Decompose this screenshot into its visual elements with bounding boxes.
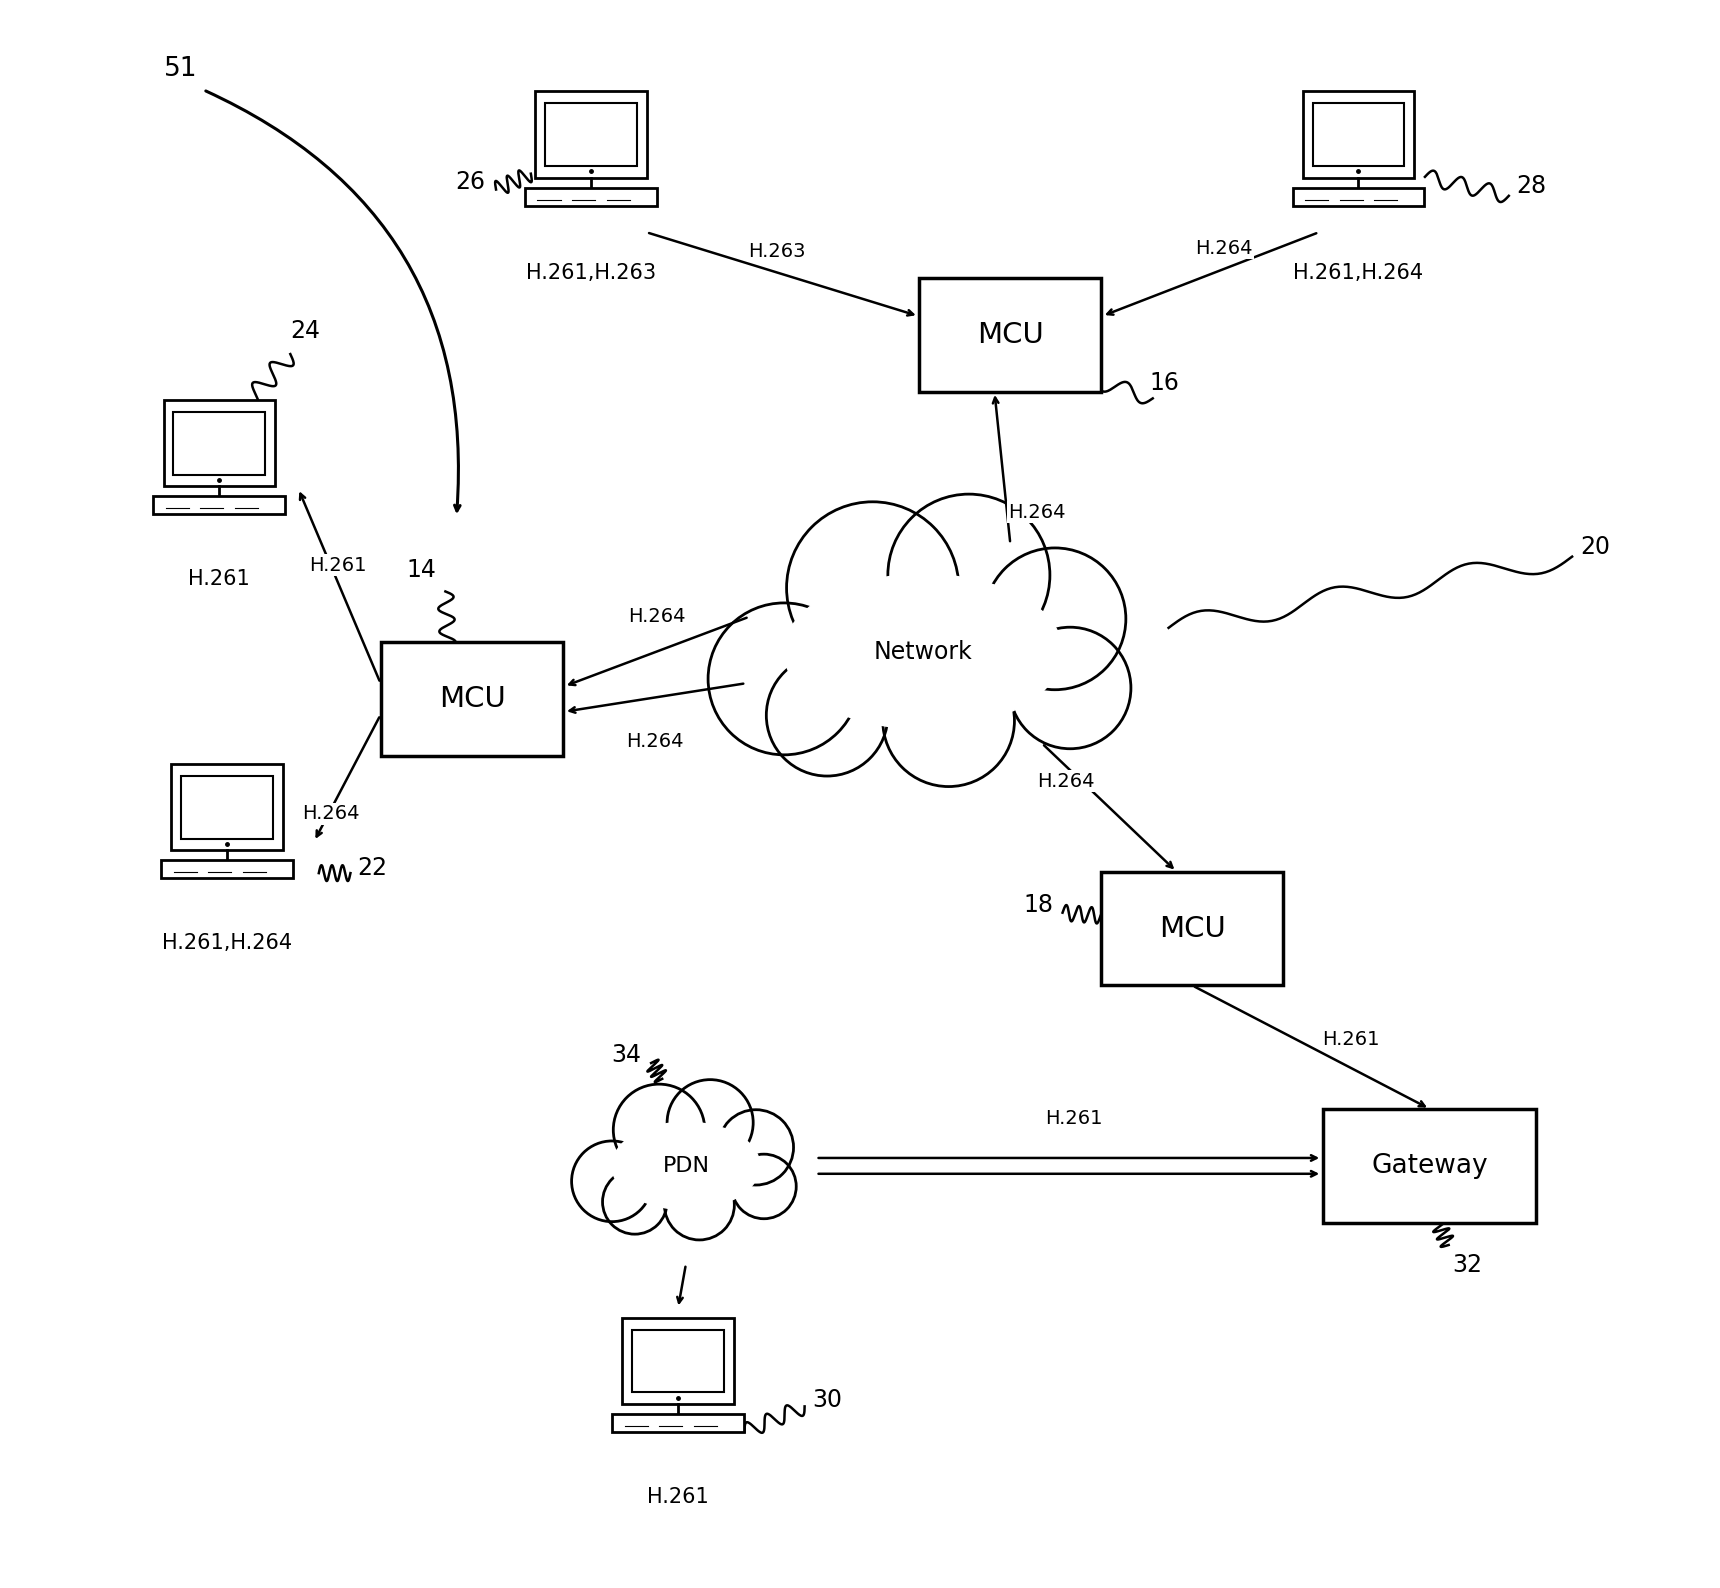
Text: 28: 28 [1517,175,1546,198]
FancyBboxPatch shape [920,278,1101,392]
Circle shape [667,1080,753,1166]
Text: 30: 30 [812,1388,843,1412]
Text: 24: 24 [291,319,320,343]
Text: H.261,H.264: H.261,H.264 [162,932,292,953]
FancyBboxPatch shape [525,187,657,206]
Text: 51: 51 [163,56,198,83]
Text: H.261: H.261 [647,1486,709,1507]
FancyBboxPatch shape [633,1329,724,1393]
FancyBboxPatch shape [382,642,562,756]
Text: H.264: H.264 [1037,772,1094,791]
Text: MCU: MCU [977,321,1044,349]
Circle shape [786,502,958,673]
Circle shape [888,494,1049,656]
FancyBboxPatch shape [172,764,282,851]
Text: H.261: H.261 [187,569,249,589]
Ellipse shape [612,1123,760,1210]
FancyBboxPatch shape [1101,872,1283,986]
Text: H.264: H.264 [1195,238,1252,257]
Circle shape [571,1140,652,1221]
FancyBboxPatch shape [174,411,265,475]
Ellipse shape [599,1107,774,1224]
Text: H.261: H.261 [1321,1029,1379,1048]
Text: H.264: H.264 [628,607,685,626]
Circle shape [1010,627,1132,750]
FancyBboxPatch shape [181,777,273,838]
Text: H.261,H.263: H.261,H.263 [526,262,655,283]
FancyBboxPatch shape [153,497,286,515]
Ellipse shape [784,575,1063,729]
FancyBboxPatch shape [1312,103,1404,167]
Text: H.261: H.261 [1044,1108,1103,1127]
Text: 14: 14 [406,557,435,581]
Circle shape [709,603,860,754]
Text: H.264: H.264 [1008,503,1066,522]
Text: Network: Network [874,640,974,664]
Ellipse shape [759,546,1087,756]
Text: 22: 22 [356,856,387,880]
Text: MCU: MCU [1159,915,1226,943]
Circle shape [602,1170,667,1234]
FancyBboxPatch shape [163,400,275,486]
Text: Gateway: Gateway [1371,1153,1488,1178]
Circle shape [882,654,1015,786]
FancyBboxPatch shape [1304,92,1414,178]
Text: H.264: H.264 [626,732,685,751]
Circle shape [664,1170,734,1240]
FancyBboxPatch shape [1293,187,1424,206]
Text: 26: 26 [456,170,485,194]
FancyBboxPatch shape [612,1415,743,1432]
Text: H.263: H.263 [748,241,805,260]
Text: 34: 34 [612,1043,642,1067]
Text: MCU: MCU [439,684,506,713]
Circle shape [984,548,1127,689]
Text: 16: 16 [1149,372,1180,395]
Text: H.264: H.264 [303,804,359,823]
Circle shape [767,654,888,777]
Circle shape [719,1110,793,1185]
Circle shape [731,1154,796,1218]
Text: 32: 32 [1452,1253,1483,1277]
Text: PDN: PDN [662,1156,709,1175]
Text: 18: 18 [1023,892,1053,916]
Text: H.261: H.261 [310,556,366,575]
Text: H.261,H.264: H.261,H.264 [1293,262,1424,283]
FancyBboxPatch shape [545,103,636,167]
Circle shape [614,1085,705,1175]
FancyBboxPatch shape [1323,1108,1536,1223]
FancyBboxPatch shape [162,861,292,878]
FancyBboxPatch shape [535,92,647,178]
Text: 20: 20 [1581,535,1610,559]
FancyBboxPatch shape [623,1318,733,1404]
